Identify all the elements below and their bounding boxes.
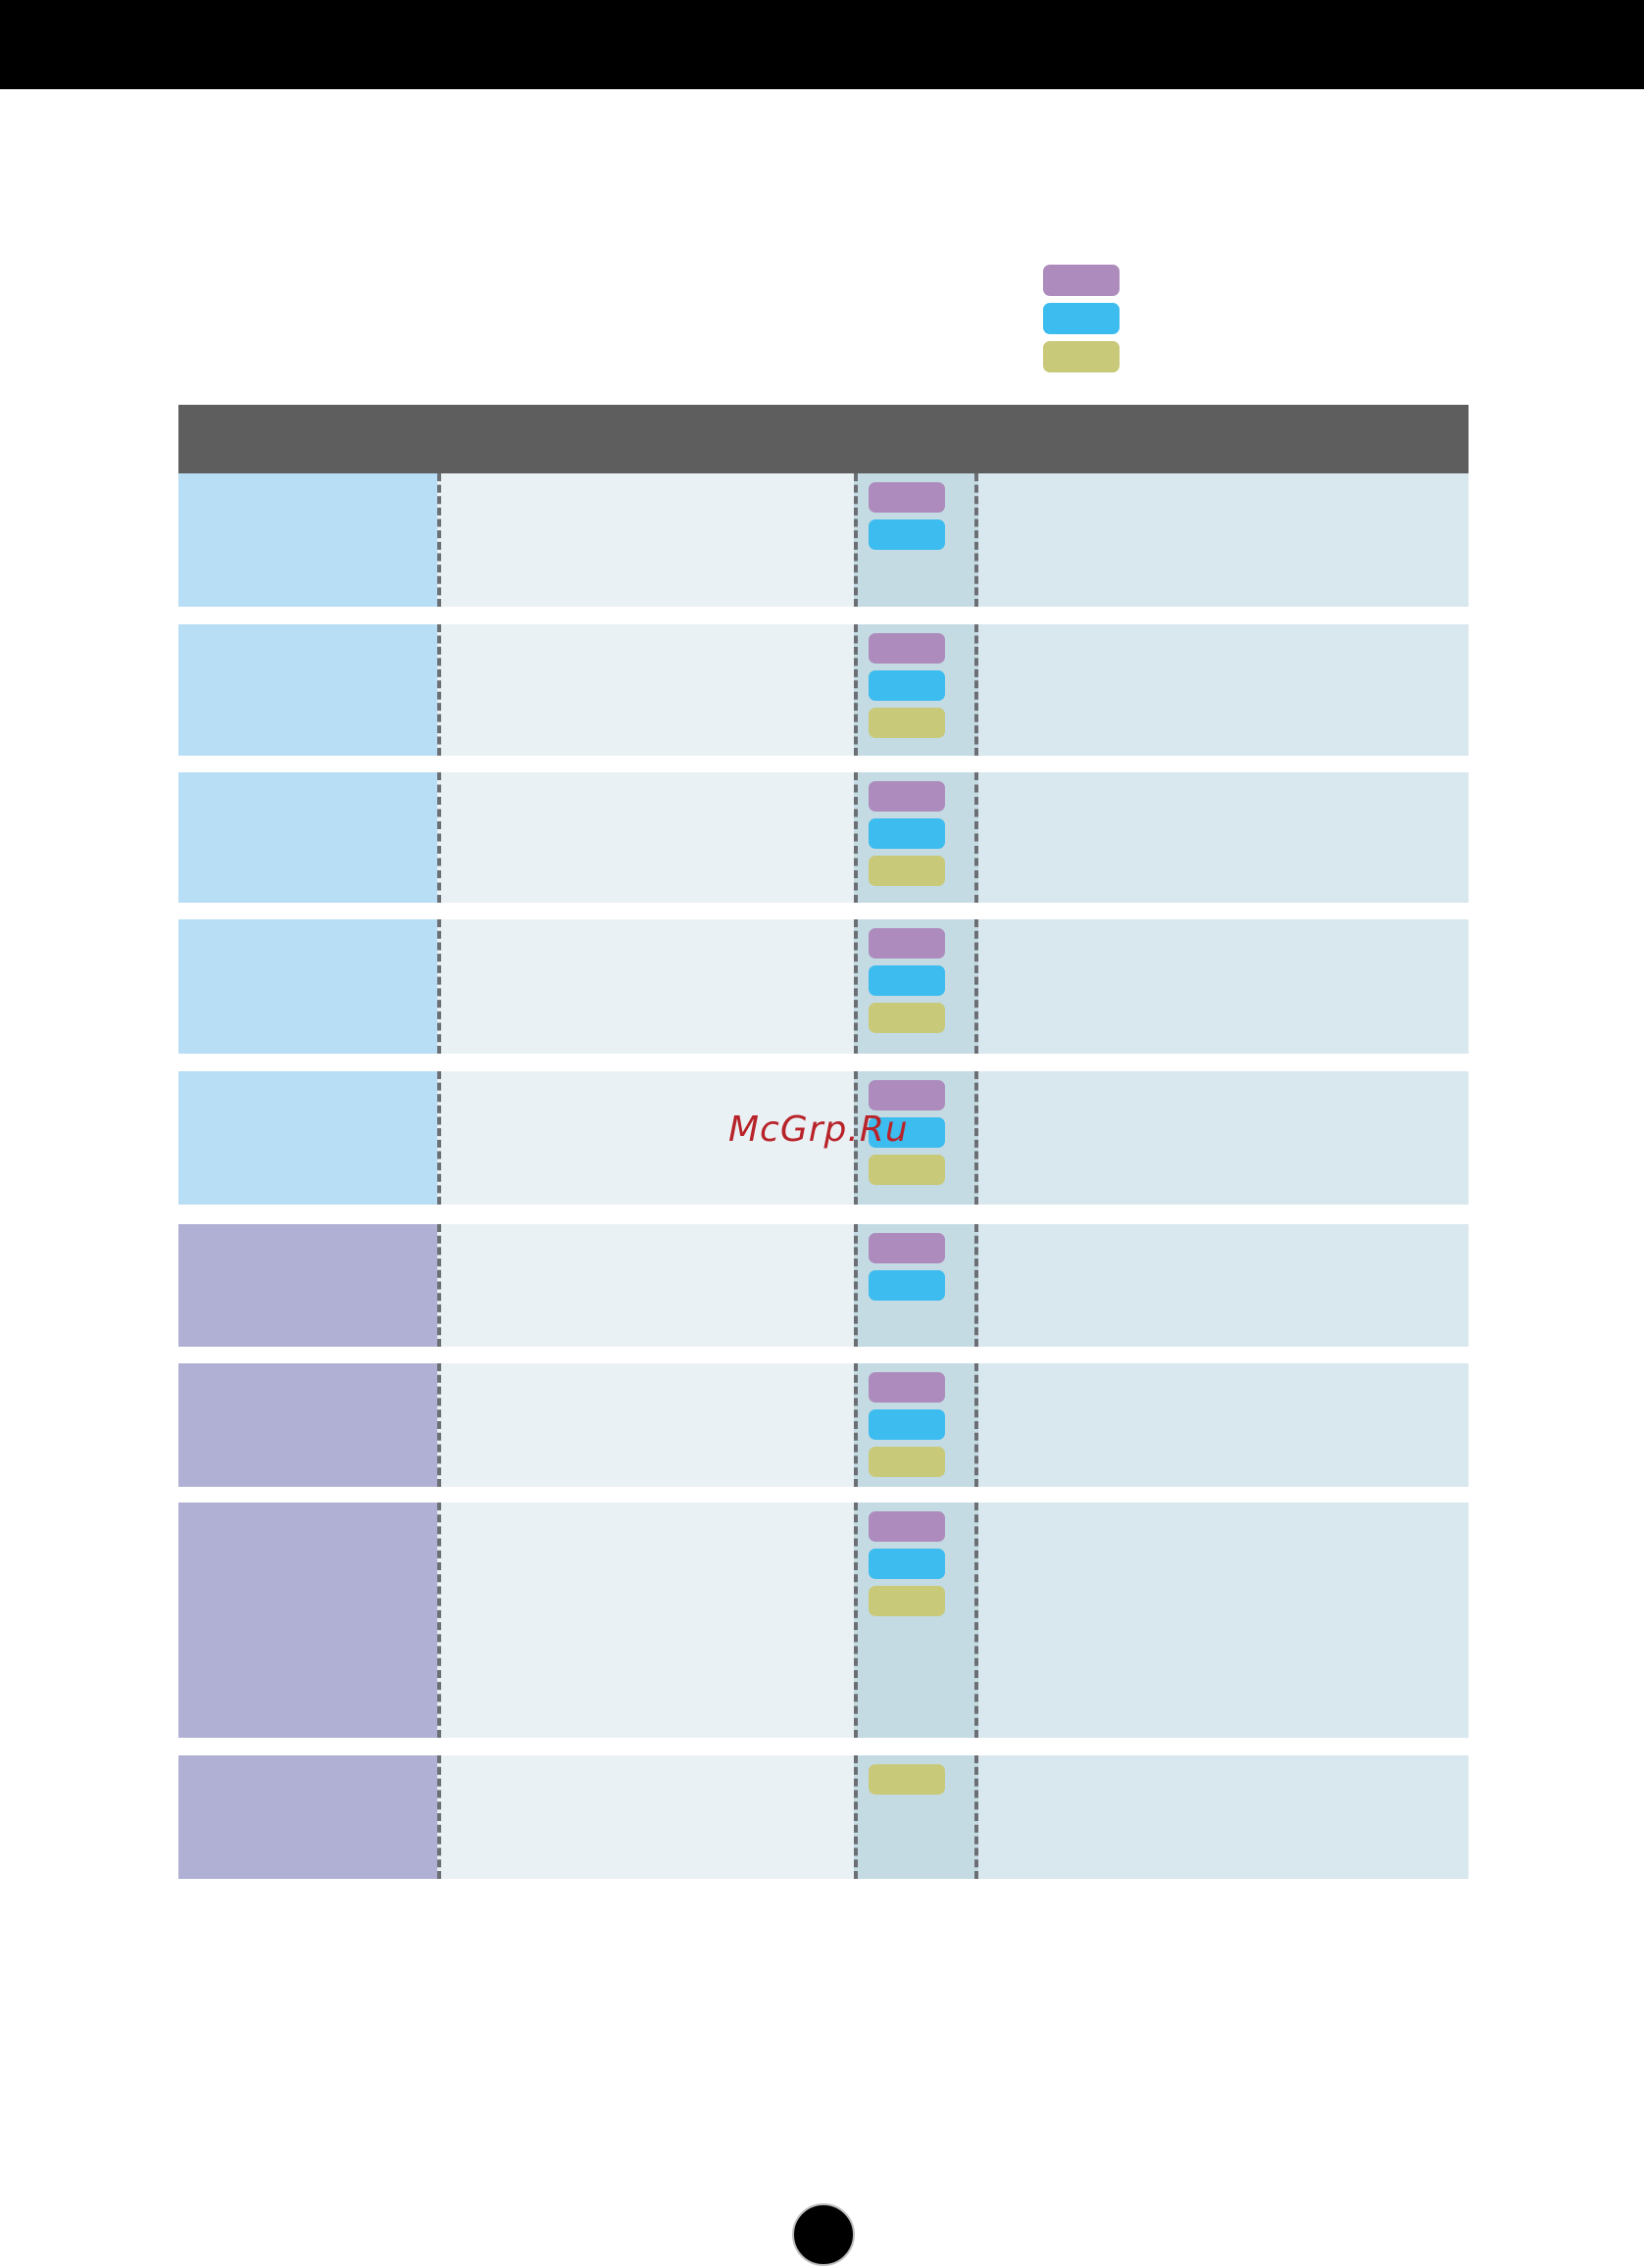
chip-olive bbox=[869, 856, 945, 886]
row-item-cell bbox=[437, 919, 854, 1054]
row-group-cell bbox=[178, 1071, 437, 1205]
legend-swatch-purple bbox=[1043, 265, 1120, 296]
row-description-cell bbox=[978, 1224, 1469, 1347]
row-description-cell bbox=[978, 1755, 1469, 1879]
table-header bbox=[178, 405, 1469, 473]
row-description-cell bbox=[978, 473, 1469, 607]
table-row bbox=[178, 1071, 1469, 1205]
chip-blue bbox=[869, 1409, 945, 1440]
chip-purple bbox=[869, 1080, 945, 1110]
chip-olive bbox=[869, 1447, 945, 1477]
legend-swatch-olive bbox=[1043, 341, 1120, 372]
chip-purple bbox=[869, 1233, 945, 1263]
chip-blue bbox=[869, 1117, 945, 1148]
row-chip-cell bbox=[854, 624, 978, 756]
row-item-cell bbox=[437, 1755, 854, 1879]
row-item-cell bbox=[437, 473, 854, 607]
row-description-cell bbox=[978, 1363, 1469, 1487]
row-group-cell bbox=[178, 772, 437, 903]
table-row bbox=[178, 1503, 1469, 1738]
row-group-cell bbox=[178, 624, 437, 756]
chip-purple bbox=[869, 482, 945, 513]
row-item-cell bbox=[437, 1224, 854, 1347]
legend-swatch-blue bbox=[1043, 303, 1120, 334]
row-description-cell bbox=[978, 1071, 1469, 1205]
table-row bbox=[178, 772, 1469, 903]
feature-table bbox=[178, 405, 1469, 1879]
chip-purple bbox=[869, 781, 945, 812]
chip-purple bbox=[869, 1511, 945, 1542]
chip-purple bbox=[869, 928, 945, 959]
row-chip-cell bbox=[854, 1503, 978, 1738]
row-chip-cell bbox=[854, 1755, 978, 1879]
row-description-cell bbox=[978, 772, 1469, 903]
chip-blue bbox=[869, 519, 945, 550]
table-row bbox=[178, 624, 1469, 756]
row-item-cell bbox=[437, 1363, 854, 1487]
chip-purple bbox=[869, 633, 945, 664]
row-item-cell bbox=[437, 1503, 854, 1738]
row-chip-cell bbox=[854, 772, 978, 903]
row-description-cell bbox=[978, 919, 1469, 1054]
row-chip-cell bbox=[854, 1071, 978, 1205]
page-number-circle bbox=[792, 2203, 855, 2266]
color-legend bbox=[1043, 265, 1120, 379]
row-description-cell bbox=[978, 1503, 1469, 1738]
row-chip-cell bbox=[854, 473, 978, 607]
chip-blue bbox=[869, 818, 945, 849]
table-row bbox=[178, 1755, 1469, 1879]
row-group-cell bbox=[178, 1224, 437, 1347]
chip-blue bbox=[869, 1549, 945, 1579]
row-group-cell bbox=[178, 1363, 437, 1487]
row-item-cell bbox=[437, 772, 854, 903]
chip-olive bbox=[869, 1155, 945, 1185]
chip-olive bbox=[869, 1586, 945, 1616]
chip-olive bbox=[869, 1003, 945, 1033]
top-black-bar bbox=[0, 0, 1644, 89]
row-item-cell bbox=[437, 624, 854, 756]
chip-blue bbox=[869, 670, 945, 701]
row-group-cell bbox=[178, 919, 437, 1054]
table-row bbox=[178, 919, 1469, 1054]
row-group-cell bbox=[178, 1755, 437, 1879]
row-chip-cell bbox=[854, 1224, 978, 1347]
chip-blue bbox=[869, 965, 945, 996]
row-chip-cell bbox=[854, 1363, 978, 1487]
chip-olive bbox=[869, 708, 945, 738]
row-item-cell bbox=[437, 1071, 854, 1205]
row-chip-cell bbox=[854, 919, 978, 1054]
table-row bbox=[178, 473, 1469, 607]
table-row bbox=[178, 1363, 1469, 1487]
row-description-cell bbox=[978, 624, 1469, 756]
watermark-text: McGrp.Ru bbox=[728, 1109, 909, 1150]
table-row bbox=[178, 1224, 1469, 1347]
row-group-cell bbox=[178, 473, 437, 607]
chip-olive bbox=[869, 1764, 945, 1795]
row-group-cell bbox=[178, 1503, 437, 1738]
chip-blue bbox=[869, 1270, 945, 1301]
chip-purple bbox=[869, 1372, 945, 1403]
